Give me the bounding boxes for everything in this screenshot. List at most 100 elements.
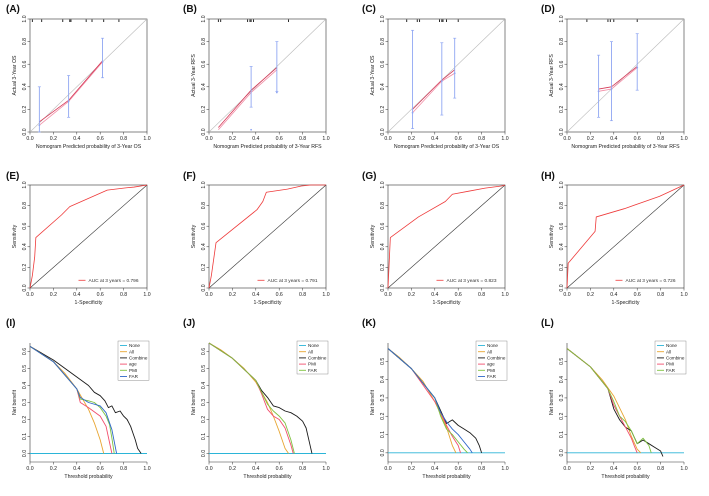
y-tick-label: 1.0 [380,15,386,22]
y-tick-label: 0.2 [201,106,207,113]
legend-box [117,340,150,381]
legend-label: age [129,362,137,367]
y-tick-label: 0.0 [559,128,565,135]
legend-label: FAR [666,368,676,373]
y-tick-label: 0.0 [201,450,207,457]
panel-g: (G) 0.0 0.2 0.4 0.6 0.8 1.0 0.0 0.2 0.4 0.6 0.8 1.0 1… [362,171,509,306]
x-tick-label: 0.6 [276,136,283,142]
x-axis-title: Nomogram Predicted probability of 3-Year… [394,144,500,150]
x-tick-label: 0.4 [431,292,438,298]
panel-label: (G) [362,171,376,182]
x-tick-label: 0.4 [431,136,438,142]
panel-c: (C)0.0 0.2 0.4 0.6 0.8 1.00.00.20.40.60.81.0N… [362,4,509,150]
x-axis-title: Nomogram Predicted probability of 3-Year… [36,144,142,150]
x-axis-title: Threshold probability [64,474,113,480]
panel-label: (H) [541,171,555,182]
x-tick-label: 0.6 [276,292,283,298]
x-tick-label: 0.6 [97,292,104,298]
series-line-combine [29,346,142,454]
y-tick-label: 0.0 [22,450,28,457]
x-tick-label: 0.6 [455,136,462,142]
x-tick-label: 0.8 [299,292,306,298]
y-tick-label: 0.2 [380,264,386,271]
y-tick-label: 0.1 [380,431,386,438]
series-line-diagonal [208,184,327,289]
legend-label: FAR [129,374,139,379]
y-axis-title: Net benefit [549,389,555,415]
legend-label: None [487,343,498,348]
x-tick-label: 0.0 [26,466,33,472]
panel-l: (L) 0.0 0.2 0.4 0.6 0.8 1.0 0.0 0.1 0.2 0.3 0.4 0.5 T… [541,318,688,480]
x-tick-label: 0.0 [26,292,33,298]
legend-label: FAR [487,374,497,379]
legend-label: Combine [129,356,148,361]
x-tick-label: 0.4 [610,292,617,298]
y-tick-label: 0.4 [22,83,28,90]
panel-label: (L) [541,318,554,329]
legend-label: All [487,349,492,354]
x-tick-label: 0.4 [610,466,617,472]
y-tick-label: 1.0 [380,181,386,188]
calibration-point [38,124,41,127]
x-tick-label: 0.0 [384,466,391,472]
calibration-point [636,66,639,69]
x-axis-title: Threshold probability [422,474,471,480]
legend-label: None [308,343,319,348]
y-tick-label: 0.6 [201,222,207,229]
panel-label: (A) [6,4,20,15]
x-tick-label: 1.0 [501,466,508,472]
series-line-roc [387,184,506,289]
plot-frame [208,18,327,133]
y-axis-title: Actual 3-Year OS [12,55,18,95]
legend-label: None [666,343,677,348]
plot-frame [208,184,327,289]
legend-label: PMI [308,362,316,367]
y-tick-label: 0.6 [22,348,28,355]
x-axis-title: 1-Specificity [612,300,640,306]
x-axis-title: Threshold probability [243,474,292,480]
x-tick-label: 0.2 [229,466,236,472]
y-tick-label: 0.0 [380,449,386,456]
y-axis-title: Actual 3-Year OS [370,55,376,95]
x-tick-label: 1.0 [501,292,508,298]
y-axis-title: Sensitivity [191,224,197,248]
panel-a: (A)0.0 0.2 0.4 0.6 0.8 1.00.00.20.40.60.81.0N… [6,4,151,150]
y-tick-label: 0.0 [201,128,207,135]
y-tick-label: 0.0 [380,284,386,291]
y-tick-label: 0.2 [22,106,28,113]
plot-frame [566,184,685,289]
legend-label: All [308,349,313,354]
y-tick-label: 0.5 [201,365,207,372]
x-tick-label: 0.0 [384,292,391,298]
x-axis-title: Threshold probability [601,474,650,480]
y-tick-label: 0.8 [380,202,386,209]
x-tick-label: 0.8 [120,136,127,142]
y-tick-label: 0.2 [380,413,386,420]
x-tick-label: 0.6 [634,292,641,298]
x-tick-label: 0.6 [97,136,104,142]
x-tick-label: 0.8 [478,466,485,472]
y-tick-label: 0.4 [22,382,28,389]
x-tick-label: 0.8 [299,136,306,142]
legend-label: All [666,349,671,354]
x-tick-label: 0.6 [455,466,462,472]
y-tick-label: 0.2 [559,106,565,113]
x-axis-title: Nomogram Predicted probability of 3-Year… [213,144,322,150]
panel-label: (B) [183,4,197,15]
plot-frame [566,18,685,133]
x-tick-label: 0.8 [657,136,664,142]
series-line-diagonal [29,184,148,289]
calibration-point [275,91,278,94]
x-tick-label: 0.2 [229,136,236,142]
panel-label: (C) [362,4,376,15]
x-tick-label: 0.6 [97,466,104,472]
x-tick-label: 0.8 [120,466,127,472]
y-tick-label: 0.4 [380,83,386,90]
series-line-diagonal [387,184,506,289]
x-tick-label: 0.2 [408,466,415,472]
x-tick-label: 0.4 [73,466,80,472]
panel-d: (D)0.0 0.2 0.4 0.6 0.8 1.00.00.20.40.60.81.0N… [541,4,688,150]
auc-label: AUC at 3 years = 0.823 [447,278,497,284]
y-tick-label: 0.2 [22,416,28,423]
